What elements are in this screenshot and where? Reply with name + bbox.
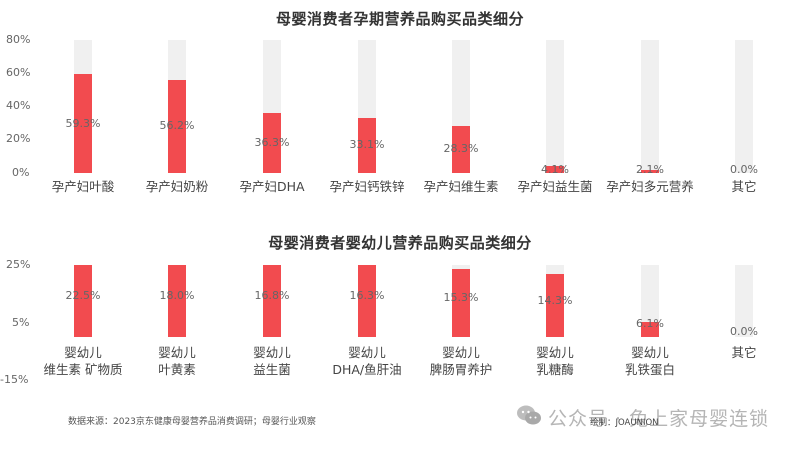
category-label-line2: 乳铁蛋白 bbox=[624, 362, 675, 377]
category-label: 孕产妇钙铁锌 bbox=[329, 179, 405, 194]
bar-value-label: 14.3% bbox=[537, 293, 573, 307]
bar-value-label: 18.0% bbox=[159, 289, 195, 302]
category-label-line2: 乳糖酶 bbox=[536, 362, 574, 377]
chart-title: 母婴消费者孕期营养品购买品类细分 bbox=[275, 10, 524, 28]
bar-value-label: 6.1% bbox=[636, 317, 664, 331]
bar bbox=[168, 265, 186, 337]
category-label-line1: 婴幼儿 bbox=[442, 345, 480, 360]
category-label: 孕产妇叶酸 bbox=[51, 179, 115, 194]
bar-value-label: 56.2% bbox=[159, 119, 195, 133]
bar-value-label: 16.3% bbox=[349, 289, 385, 302]
category-label: 婴幼儿 乳糖酶 bbox=[505, 344, 605, 378]
category-label: 其它 bbox=[731, 179, 757, 194]
bar-value-label: 28.3% bbox=[443, 142, 479, 156]
category-label: 婴幼儿 脾肠胃养护 bbox=[411, 344, 511, 378]
bar bbox=[263, 112, 281, 173]
bar-value-label: 2.1% bbox=[636, 163, 664, 176]
watermark: 公众号 · 兔上家母婴连锁 bbox=[548, 408, 770, 430]
category-label: 孕产妇维生素 bbox=[423, 179, 499, 194]
credit-note: 绘制：JOAUNION bbox=[590, 418, 659, 428]
category-label-line1: 其它 bbox=[731, 345, 757, 360]
bar-track bbox=[641, 265, 659, 337]
bar-value-label: 0.0% bbox=[730, 325, 758, 338]
bar bbox=[74, 265, 92, 337]
category-label-line1: 婴幼儿 bbox=[631, 345, 669, 360]
category-label: 孕产妇DHA bbox=[239, 179, 305, 194]
y-tick: -15% bbox=[0, 373, 29, 386]
category-label-line2: 维生素 矿物质 bbox=[43, 362, 123, 377]
bar bbox=[452, 125, 470, 173]
bar bbox=[263, 265, 281, 337]
y-tick: 80% bbox=[6, 33, 31, 46]
bar bbox=[358, 265, 376, 337]
bar-value-label: 15.3% bbox=[443, 290, 479, 304]
category-label: 婴幼儿 乳铁蛋白 bbox=[600, 344, 700, 378]
category-label-line1: 婴幼儿 bbox=[536, 345, 574, 360]
bar-track bbox=[641, 40, 659, 173]
bar-value-label: 0.0% bbox=[730, 163, 758, 176]
category-label-line1: 婴幼儿 bbox=[64, 345, 102, 360]
bar bbox=[358, 117, 376, 173]
wechat-icon bbox=[517, 405, 541, 425]
bar-value-label: 22.5% bbox=[65, 289, 101, 302]
bar bbox=[452, 268, 470, 337]
category-label-line2: 益生菌 bbox=[253, 362, 291, 377]
y-tick: 60% bbox=[6, 66, 31, 79]
category-label: 婴幼儿 益生菌 bbox=[222, 344, 322, 378]
category-label-line1: 婴幼儿 bbox=[158, 345, 196, 360]
bar-value-label: 59.3% bbox=[65, 116, 101, 130]
bar-value-label: 33.1% bbox=[349, 138, 385, 152]
bar-track bbox=[546, 40, 564, 173]
y-tick: 25% bbox=[6, 258, 31, 271]
category-label: 孕产妇益生菌 bbox=[517, 179, 593, 194]
y-tick: 40% bbox=[6, 99, 31, 112]
bar bbox=[546, 274, 564, 337]
bar-value-label: 4.1% bbox=[541, 163, 569, 176]
bar bbox=[168, 79, 186, 173]
category-label: 孕产妇多元营养 bbox=[606, 179, 694, 194]
category-label: 婴幼儿 叶黄素 bbox=[127, 344, 227, 378]
category-label: 其它 bbox=[694, 344, 794, 361]
data-source-note: 数据来源：2023京东健康母婴营养品消费调研；母婴行业观察 bbox=[68, 417, 316, 427]
category-label: 孕产妇奶粉 bbox=[145, 179, 209, 194]
y-tick: 0% bbox=[12, 166, 30, 179]
bar bbox=[641, 321, 659, 337]
category-label-line1: 婴幼儿 bbox=[253, 345, 291, 360]
category-label-line2: 叶黄素 bbox=[158, 362, 196, 377]
bar-value-label: 16.8% bbox=[254, 289, 290, 302]
chart-title: 母婴消费者婴幼儿营养品购买品类细分 bbox=[268, 234, 532, 252]
bar bbox=[641, 169, 659, 173]
bar-value-label: 36.3% bbox=[254, 135, 290, 149]
bar-track bbox=[735, 265, 753, 337]
bar bbox=[74, 74, 92, 173]
y-tick: 5% bbox=[12, 316, 30, 329]
category-label-line2: 脾肠胃养护 bbox=[429, 362, 493, 377]
y-tick: 20% bbox=[6, 132, 31, 145]
bar bbox=[546, 166, 564, 173]
category-label-line2: DHA/鱼肝油 bbox=[332, 362, 402, 377]
category-label: 婴幼儿 DHA/鱼肝油 bbox=[317, 344, 417, 378]
category-label-line1: 婴幼儿 bbox=[348, 345, 386, 360]
bar-track bbox=[735, 40, 753, 173]
category-label: 婴幼儿维生素 矿物质 bbox=[33, 344, 133, 378]
